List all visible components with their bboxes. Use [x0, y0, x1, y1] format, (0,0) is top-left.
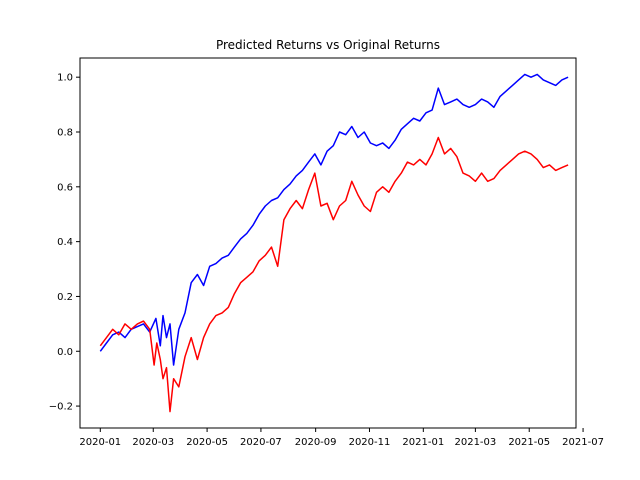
x-tick-label: 2020-07: [240, 437, 282, 448]
x-tick-label: 2020-01: [79, 437, 121, 448]
x-tick-label: 2021-05: [508, 437, 550, 448]
plot-area: [99, 73, 569, 413]
y-tick-label: 0.4: [57, 237, 73, 248]
series-line-1: [99, 73, 569, 366]
y-tick-label: −0.2: [49, 402, 73, 413]
axes-frame: [79, 57, 577, 429]
x-axis: 2020-01 2020-03 2020-05 2020-07 2020-09 2020-…: [79, 428, 604, 448]
x-tick-label: 2021-07: [562, 437, 604, 448]
x-tick-label: 2020-09: [295, 437, 337, 448]
y-tick-label: 0.2: [57, 292, 73, 303]
x-tick-label: 2020-05: [186, 437, 228, 448]
x-tick-label: 2021-03: [454, 437, 496, 448]
y-tick-label: 1.0: [57, 73, 73, 84]
chart-title: Predicted Returns vs Original Returns: [216, 38, 440, 52]
y-tick-label: 0.0: [57, 347, 73, 358]
series-line-2: [99, 136, 569, 413]
x-tick-label: 2020-11: [349, 437, 391, 448]
y-tick-label: 0.6: [57, 182, 73, 193]
x-tick-label: 2020-03: [132, 437, 174, 448]
x-tick-label: 2021-01: [402, 437, 444, 448]
y-tick-label: 0.8: [57, 128, 73, 139]
y-axis: −0.2 0.0 0.2 0.4 0.6 0.8 1.0: [49, 73, 80, 413]
